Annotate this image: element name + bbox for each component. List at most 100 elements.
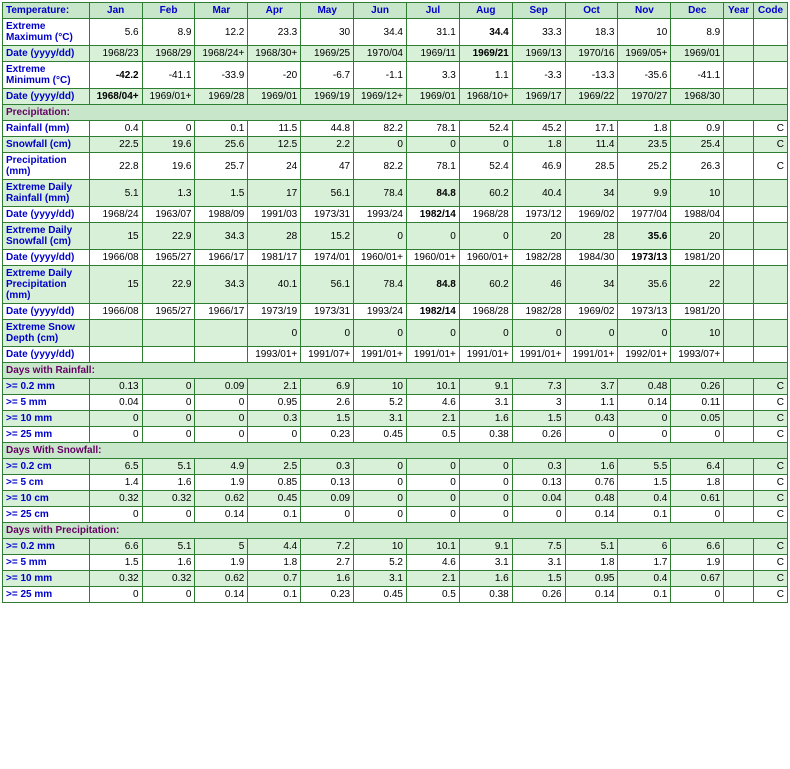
cell: 15: [89, 223, 142, 250]
cell: [724, 475, 754, 491]
cell: 3.1: [354, 571, 407, 587]
cell: 1984/30: [565, 250, 618, 266]
cell: 1965/27: [142, 250, 195, 266]
cell: 1.6: [565, 459, 618, 475]
cell: 5.2: [354, 395, 407, 411]
cell: 1973/13: [618, 250, 671, 266]
cell: 22.9: [142, 223, 195, 250]
cell: 0: [618, 427, 671, 443]
cell: 78.1: [406, 153, 459, 180]
cell: 0.67: [671, 571, 724, 587]
cell: 1991/01+: [406, 347, 459, 363]
table-row: Date (yyyy/dd)1968/231968/291968/24+1968…: [3, 46, 788, 62]
cell: -35.6: [618, 62, 671, 89]
cell: [754, 207, 788, 223]
cell: 0.1: [618, 507, 671, 523]
cell: 9.1: [459, 539, 512, 555]
cell: 0.1: [618, 587, 671, 603]
cell: 34.4: [354, 19, 407, 46]
cell: 0.09: [301, 491, 354, 507]
cell: C: [754, 571, 788, 587]
cell: [724, 180, 754, 207]
cell: [724, 223, 754, 250]
row-label: Extreme Daily Snowfall (cm): [3, 223, 90, 250]
cell: 0: [671, 427, 724, 443]
cell: -3.3: [512, 62, 565, 89]
cell: -20: [248, 62, 301, 89]
cell: [195, 347, 248, 363]
cell: 1.9: [195, 555, 248, 571]
cell: 0.1: [248, 587, 301, 603]
cell: 1966/17: [195, 250, 248, 266]
cell: [724, 539, 754, 555]
cell: 0.62: [195, 571, 248, 587]
cell: 18.3: [565, 19, 618, 46]
section-row: Days with Precipitation:: [3, 523, 788, 539]
cell: 1977/04: [618, 207, 671, 223]
cell: -6.7: [301, 62, 354, 89]
cell: 0: [142, 395, 195, 411]
cell: 1.9: [671, 555, 724, 571]
cell: 1973/19: [248, 304, 301, 320]
header-jul: Jul: [406, 3, 459, 19]
row-label: >= 5 cm: [3, 475, 90, 491]
row-label: Extreme Snow Depth (cm): [3, 320, 90, 347]
cell: [724, 304, 754, 320]
cell: 19.6: [142, 137, 195, 153]
cell: 1960/01+: [354, 250, 407, 266]
cell: 19.6: [142, 153, 195, 180]
cell: 0.3: [248, 411, 301, 427]
cell: 0: [301, 320, 354, 347]
cell: C: [754, 539, 788, 555]
cell: 84.8: [406, 266, 459, 304]
cell: 9.9: [618, 180, 671, 207]
cell: -42.2: [89, 62, 142, 89]
cell: [754, 320, 788, 347]
table-row: Extreme Minimum (°C)-42.2-41.1-33.9-20-6…: [3, 62, 788, 89]
cell: 10.1: [406, 379, 459, 395]
section-row: Precipitation:: [3, 105, 788, 121]
cell: 1988/09: [195, 207, 248, 223]
cell: 5.5: [618, 459, 671, 475]
row-label: >= 25 mm: [3, 587, 90, 603]
cell: 6.5: [89, 459, 142, 475]
cell: 1993/07+: [671, 347, 724, 363]
table-row: Extreme Daily Precipitation (mm)1522.934…: [3, 266, 788, 304]
cell: 45.2: [512, 121, 565, 137]
cell: 10: [618, 19, 671, 46]
cell: 1.4: [89, 475, 142, 491]
cell: 0.32: [142, 571, 195, 587]
cell: 1.6: [142, 475, 195, 491]
table-row: >= 5 mm1.51.61.91.82.75.24.63.13.11.81.7…: [3, 555, 788, 571]
cell: 0.3: [301, 459, 354, 475]
table-row: >= 25 mm00000.230.450.50.380.26000C: [3, 427, 788, 443]
cell: 0.14: [565, 507, 618, 523]
cell: 1.6: [459, 411, 512, 427]
cell: C: [754, 459, 788, 475]
cell: 0.48: [618, 379, 671, 395]
cell: 15.2: [301, 223, 354, 250]
cell: 1969/01: [671, 46, 724, 62]
cell: 1968/28: [459, 304, 512, 320]
cell: 6: [618, 539, 671, 555]
cell: 1968/04+: [89, 89, 142, 105]
cell: 4.4: [248, 539, 301, 555]
cell: [754, 89, 788, 105]
cell: 1991/01+: [354, 347, 407, 363]
cell: 6.6: [89, 539, 142, 555]
cell: 1960/01+: [406, 250, 459, 266]
header-jun: Jun: [354, 3, 407, 19]
cell: 22: [671, 266, 724, 304]
table-row: >= 10 mm0.320.320.620.71.63.12.11.61.50.…: [3, 571, 788, 587]
cell: [754, 266, 788, 304]
cell: 0: [671, 507, 724, 523]
cell: 0: [195, 411, 248, 427]
row-label: >= 0.2 cm: [3, 459, 90, 475]
cell: 22.8: [89, 153, 142, 180]
cell: [89, 347, 142, 363]
cell: 5.6: [89, 19, 142, 46]
table-row: >= 0.2 cm6.55.14.92.50.30000.31.65.56.4C: [3, 459, 788, 475]
cell: [89, 320, 142, 347]
cell: 0.13: [89, 379, 142, 395]
table-row: Rainfall (mm)0.400.111.544.882.278.152.4…: [3, 121, 788, 137]
